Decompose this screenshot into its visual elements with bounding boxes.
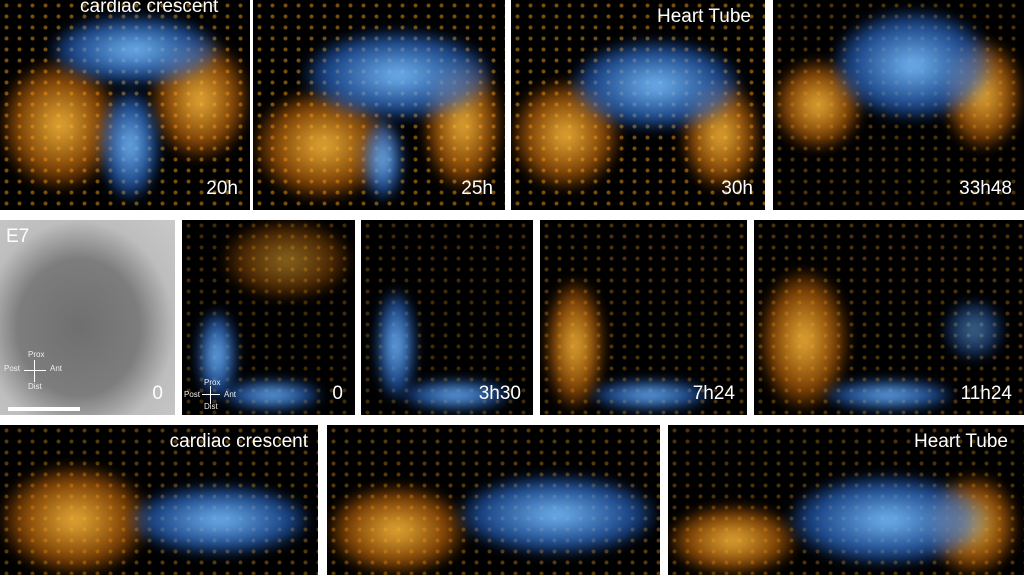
panel-3h30: 3h30 — [361, 220, 533, 415]
panel-cardiac-crescent: cardiac crescent — [0, 425, 318, 575]
panel-20h: cardiac crescent 20h — [0, 0, 250, 210]
stage-label: Heart Tube — [914, 431, 1008, 452]
stage-label: cardiac crescent — [80, 0, 219, 17]
panel-33h48: 33h48 — [773, 0, 1024, 210]
time-label: 7h24 — [692, 383, 735, 404]
panel-7h24: 7h24 — [540, 220, 747, 415]
time-label: 3h30 — [478, 383, 521, 404]
time-label: 11h24 — [960, 383, 1012, 404]
scale-bar — [8, 407, 80, 411]
panel-intermediate — [327, 425, 660, 575]
panel-brightfield-e7: E7 Prox Post Ant Dist 0 — [0, 220, 175, 415]
panel-11h24: 11h24 — [754, 220, 1024, 415]
panel-30h: Heart Tube 30h — [511, 0, 765, 210]
time-label: 20h — [206, 178, 238, 199]
panel-25h: 25h — [253, 0, 505, 210]
time-label: 0 — [152, 383, 163, 404]
stage-label: E7 — [6, 226, 30, 247]
panel-heart-tube: Heart Tube — [668, 425, 1024, 575]
time-label: 33h48 — [959, 178, 1012, 199]
time-label: 0 — [332, 383, 343, 404]
panel-0: Prox Post Ant Dist 0 — [182, 220, 355, 415]
time-label: 30h — [721, 178, 753, 199]
stage-label: cardiac crescent — [169, 431, 308, 452]
time-label: 25h — [461, 178, 493, 199]
stage-label: Heart Tube — [657, 6, 751, 27]
